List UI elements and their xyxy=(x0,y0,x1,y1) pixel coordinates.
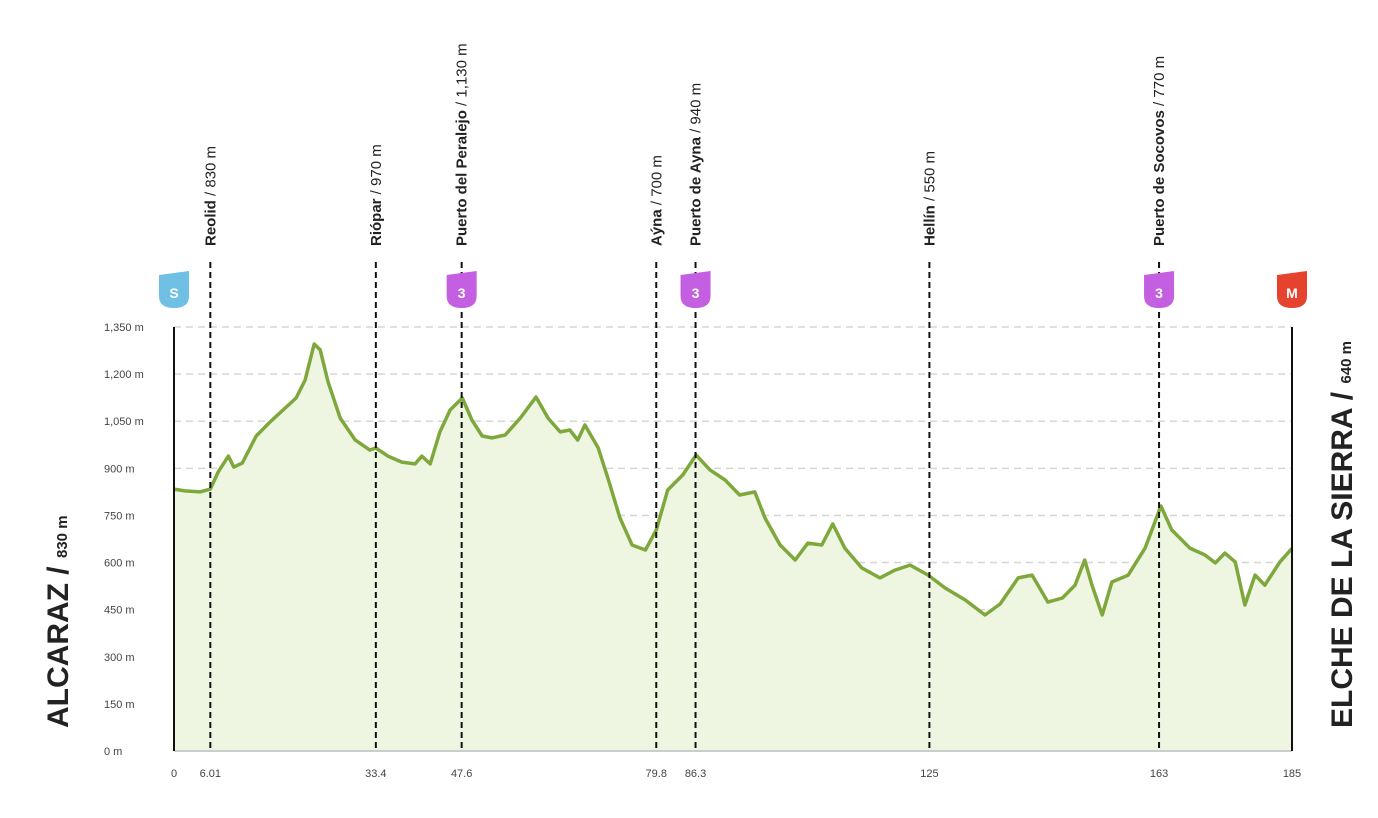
waypoint-label: Riópar / 970 m xyxy=(368,144,385,246)
waypoint-name: Puerto del Peralejo xyxy=(454,110,471,246)
x-tick-label: 86.3 xyxy=(685,768,706,780)
finish-altitude: 640 m xyxy=(1338,341,1355,384)
badge-label: S xyxy=(169,285,178,301)
x-tick-label: 163 xyxy=(1150,768,1168,780)
x-tick-label: 33.4 xyxy=(365,768,386,780)
waypoint-altitude: / 970 m xyxy=(368,144,385,194)
start-label: ALCARAZ / 830 m xyxy=(42,515,75,728)
x-tick-label: 0 xyxy=(171,768,177,780)
badge-label: M xyxy=(1286,285,1298,301)
y-tick-label: 600 m xyxy=(104,558,135,570)
waypoint-name: Aýna xyxy=(648,209,665,246)
start-name: ALCARAZ / xyxy=(42,566,75,728)
waypoint-label: Reolid / 830 m xyxy=(202,146,219,246)
y-tick-label: 1,050 m xyxy=(104,416,144,428)
badge xyxy=(1277,271,1307,308)
x-tick-label: 185 xyxy=(1283,768,1301,780)
profile-area xyxy=(174,344,1292,751)
badge xyxy=(1144,271,1175,308)
x-tick-label: 125 xyxy=(920,768,938,780)
badge xyxy=(159,271,189,308)
badge-label: 3 xyxy=(458,285,466,301)
waypoint-name: Puerto de Socovos xyxy=(1151,110,1168,246)
y-tick-label: 0 m xyxy=(104,746,122,758)
x-tick-label: 6.01 xyxy=(200,768,221,780)
y-tick-label: 750 m xyxy=(104,510,135,522)
y-tick-label: 900 m xyxy=(104,463,135,475)
waypoint-name: Riópar xyxy=(368,198,385,246)
finish-name: ELCHE DE LA SIERRA / xyxy=(1326,391,1359,728)
y-tick-label: 1,200 m xyxy=(104,369,144,381)
badge-label: 3 xyxy=(1155,285,1163,301)
badge-label: 3 xyxy=(692,285,700,301)
waypoint-label: Puerto de Ayna / 940 m xyxy=(688,83,705,246)
waypoint-label: Puerto de Socovos / 770 m xyxy=(1151,56,1168,246)
y-tick-label: 1,350 m xyxy=(104,322,144,334)
waypoint-altitude: / 1,130 m xyxy=(454,43,471,106)
waypoint-label: Puerto del Peralejo / 1,130 m xyxy=(454,43,471,246)
profile-line xyxy=(173,342,1294,617)
waypoint-altitude: / 830 m xyxy=(202,146,219,196)
x-tick-label: 79.8 xyxy=(646,768,667,780)
badge xyxy=(446,271,477,308)
x-tick-label: 47.6 xyxy=(451,768,472,780)
waypoint-altitude: / 550 m xyxy=(921,151,938,201)
finish-label: ELCHE DE LA SIERRA / 640 m xyxy=(1326,341,1359,728)
waypoint-altitude: / 700 m xyxy=(648,155,665,205)
waypoint-altitude: / 940 m xyxy=(688,83,705,133)
waypoint-name: Puerto de Ayna xyxy=(688,136,705,246)
badge xyxy=(680,271,711,308)
waypoint-altitude: / 770 m xyxy=(1151,56,1168,106)
waypoint-name: Reolid xyxy=(202,200,219,246)
y-tick-label: 300 m xyxy=(104,652,135,664)
waypoint-name: Hellín xyxy=(921,205,938,246)
y-tick-label: 150 m xyxy=(104,699,135,711)
waypoint-label: Hellín / 550 m xyxy=(921,151,938,246)
waypoint-label: Aýna / 700 m xyxy=(648,155,665,246)
y-tick-label: 450 m xyxy=(104,605,135,617)
start-altitude: 830 m xyxy=(54,515,71,558)
